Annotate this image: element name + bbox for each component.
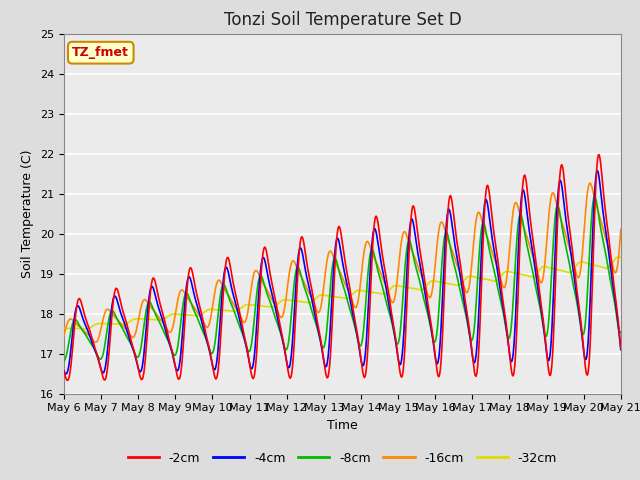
X-axis label: Time: Time xyxy=(327,419,358,432)
Text: TZ_fmet: TZ_fmet xyxy=(72,46,129,59)
Y-axis label: Soil Temperature (C): Soil Temperature (C) xyxy=(22,149,35,278)
Title: Tonzi Soil Temperature Set D: Tonzi Soil Temperature Set D xyxy=(223,11,461,29)
Legend: -2cm, -4cm, -8cm, -16cm, -32cm: -2cm, -4cm, -8cm, -16cm, -32cm xyxy=(123,447,562,469)
